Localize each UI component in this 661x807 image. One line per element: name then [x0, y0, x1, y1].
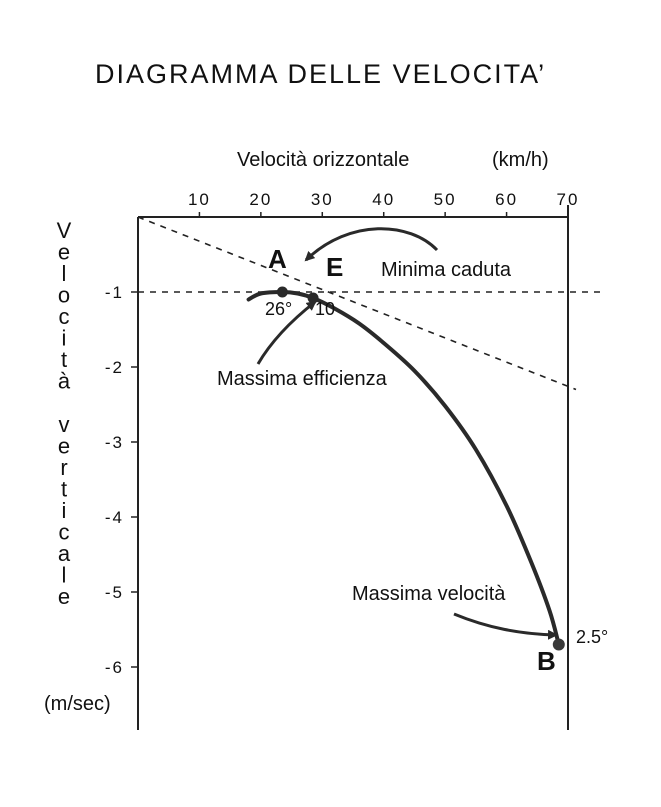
- y-axis-label-letter: l: [62, 563, 67, 588]
- y-axis-unit: (m/sec): [44, 693, 111, 715]
- y-axis-label-letter: V: [57, 218, 72, 243]
- minimum-sink-annotation: Minima caduta: [381, 259, 512, 281]
- point-e-marker: [307, 292, 319, 304]
- x-tick-label: 40: [372, 190, 395, 209]
- maximum-speed-arrow: [453, 612, 558, 640]
- x-axis-label: Velocità orizzontale: [237, 149, 409, 171]
- y-tick-group: -1 -2 -3 -4 -5 -6: [105, 283, 138, 677]
- maximum-efficiency-arrow: [256, 300, 317, 365]
- x-axis-unit: (km/h): [492, 149, 549, 171]
- maximum-efficiency-annotation: Massima efficienza: [217, 368, 388, 390]
- best-glide-tangent-line: [137, 216, 577, 391]
- y-tick-label: -5: [105, 583, 124, 602]
- y-axis-label-letter: i: [62, 326, 67, 351]
- y-axis-label-letter: à: [58, 369, 71, 394]
- point-b-angle: 2.5°: [576, 627, 608, 647]
- y-axis-label-letter: c: [59, 520, 70, 545]
- x-tick-label: 30: [311, 190, 334, 209]
- x-tick-label: 20: [249, 190, 272, 209]
- y-axis-label-letter: c: [59, 304, 70, 329]
- x-tick-label: 10: [188, 190, 211, 209]
- maximum-speed-annotation: Massima velocità: [352, 583, 506, 605]
- y-tick-label: -4: [105, 508, 124, 527]
- y-axis-label-letter: a: [58, 541, 71, 566]
- x-tick-group: 10 20 30 40 50 60 70: [188, 190, 580, 217]
- point-e-label: E: [326, 252, 343, 282]
- y-axis-label-letter: o: [58, 283, 70, 308]
- y-axis-label-letter: e: [58, 584, 70, 609]
- y-tick-label: -6: [105, 658, 124, 677]
- diagram-title: DIAGRAMMA DELLE VELOCITA’: [95, 59, 546, 89]
- y-axis-label-letter: t: [61, 347, 67, 372]
- y-tick-label: -1: [105, 283, 124, 302]
- point-a-label: A: [268, 244, 287, 274]
- x-tick-label: 70: [557, 190, 580, 209]
- y-axis-label-letter: e: [58, 240, 70, 265]
- point-b-label: B: [537, 646, 556, 676]
- point-a-marker: [276, 286, 288, 298]
- y-axis-label-letter: t: [61, 477, 67, 502]
- x-tick-label: 60: [495, 190, 518, 209]
- y-axis-label-letter: l: [62, 261, 67, 286]
- point-b-marker: [552, 638, 565, 651]
- x-tick-label: 50: [434, 190, 457, 209]
- y-axis-label-letter: e: [58, 434, 70, 459]
- minimum-sink-arrow: [304, 227, 439, 262]
- y-tick-label: -3: [105, 433, 124, 452]
- y-axis-label-letter: v: [59, 412, 70, 437]
- y-axis-label-letter: i: [62, 498, 67, 523]
- y-tick-label: -2: [105, 358, 124, 377]
- point-a-angle: 26°: [265, 299, 292, 319]
- y-axis-label-letter: r: [60, 455, 67, 480]
- point-e-angle: 10: [315, 299, 335, 319]
